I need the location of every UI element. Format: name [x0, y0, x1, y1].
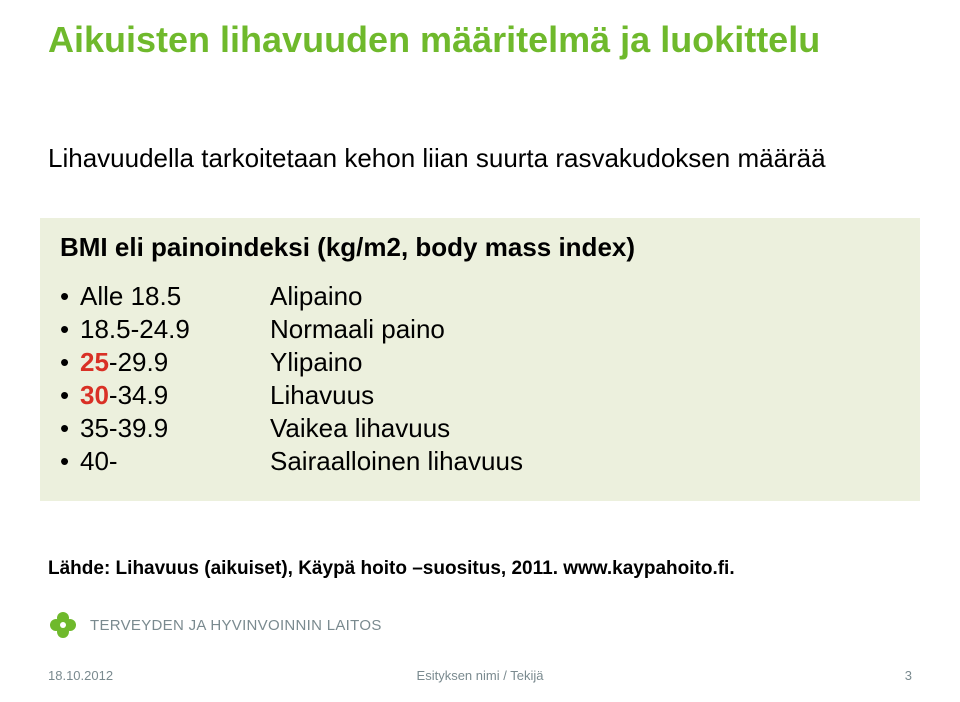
list-item: • 35-39.9 Vaikea lihavuus	[60, 413, 900, 444]
bmi-range: Alle 18.5	[80, 281, 270, 312]
list-item: • 30-34.9 Lihavuus	[60, 380, 900, 411]
intro-text: Lihavuudella tarkoitetaan kehon liian su…	[48, 142, 912, 175]
footer-date: 18.10.2012	[48, 668, 113, 683]
range-highlight: 25	[80, 347, 109, 377]
list-item: • 40- Sairaalloinen lihavuus	[60, 446, 900, 477]
list-item: • 18.5-24.9 Normaali paino	[60, 314, 900, 345]
range-text: -34.9	[109, 380, 168, 410]
bmi-range: 40-	[80, 446, 270, 477]
slide: Aikuisten lihavuuden määritelmä ja luoki…	[0, 0, 960, 702]
footer-center: Esityksen nimi / Tekijä	[0, 668, 960, 683]
list-item: • Alle 18.5 Alipaino	[60, 281, 900, 312]
range-text: 35-39.9	[80, 413, 168, 443]
source-citation: Lähde: Lihavuus (aikuiset), Käypä hoito …	[48, 558, 912, 580]
range-highlight: 30	[80, 380, 109, 410]
bullet-icon: •	[60, 347, 80, 378]
footer-page-number: 3	[905, 668, 912, 683]
range-text: Alle 18.5	[80, 281, 181, 311]
bmi-label: Sairaalloinen lihavuus	[270, 446, 523, 477]
range-text: -29.9	[109, 347, 168, 377]
panel-heading: BMI eli painoindeksi (kg/m2, body mass i…	[60, 232, 900, 263]
org-branding: TERVEYDEN JA HYVINVOINNIN LAITOS	[48, 610, 382, 640]
range-text: 40-	[80, 446, 118, 476]
bullet-icon: •	[60, 446, 80, 477]
bullet-icon: •	[60, 380, 80, 411]
bullet-icon: •	[60, 413, 80, 444]
bmi-label: Normaali paino	[270, 314, 445, 345]
clover-icon	[48, 610, 78, 640]
bmi-panel: BMI eli painoindeksi (kg/m2, body mass i…	[40, 218, 920, 501]
bmi-range: 30-34.9	[80, 380, 270, 411]
title-text: Aikuisten lihavuuden määritelmä ja luoki…	[48, 20, 912, 60]
slide-footer: 18.10.2012 Esityksen nimi / Tekijä 3	[0, 660, 960, 690]
list-item: • 25-29.9 Ylipaino	[60, 347, 900, 378]
org-name: TERVEYDEN JA HYVINVOINNIN LAITOS	[90, 617, 382, 634]
bullet-icon: •	[60, 314, 80, 345]
bmi-label: Vaikea lihavuus	[270, 413, 450, 444]
bullet-icon: •	[60, 281, 80, 312]
bmi-label: Lihavuus	[270, 380, 374, 411]
bmi-label: Alipaino	[270, 281, 363, 312]
bmi-range: 25-29.9	[80, 347, 270, 378]
bmi-label: Ylipaino	[270, 347, 363, 378]
bmi-list: • Alle 18.5 Alipaino • 18.5-24.9 Normaal…	[60, 281, 900, 477]
range-text: 18.5-24.9	[80, 314, 190, 344]
slide-title: Aikuisten lihavuuden määritelmä ja luoki…	[48, 20, 912, 60]
intro-block: Lihavuudella tarkoitetaan kehon liian su…	[48, 142, 912, 175]
bmi-range: 18.5-24.9	[80, 314, 270, 345]
bmi-range: 35-39.9	[80, 413, 270, 444]
